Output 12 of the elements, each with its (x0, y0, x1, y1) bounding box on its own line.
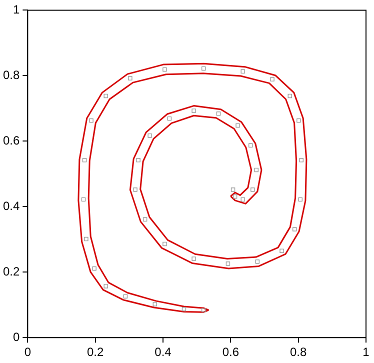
x-tick-label: 0.6 (222, 345, 240, 360)
x-tick-label: 0.4 (154, 345, 172, 360)
x-tick-label: 0 (24, 345, 32, 360)
y-tick-label: 0.2 (2, 264, 20, 278)
x-tick-label: 1 (362, 345, 370, 360)
y-tick-label: 0.8 (2, 68, 20, 82)
x-tick-label: 0.2 (87, 345, 104, 360)
x-tick-label: 0.8 (290, 345, 307, 360)
y-tick-label: 0 (12, 330, 20, 344)
y-tick-label: 0.4 (2, 198, 20, 213)
y-tick-label: 1 (12, 2, 20, 17)
y-tick-label: 0.6 (2, 133, 20, 148)
